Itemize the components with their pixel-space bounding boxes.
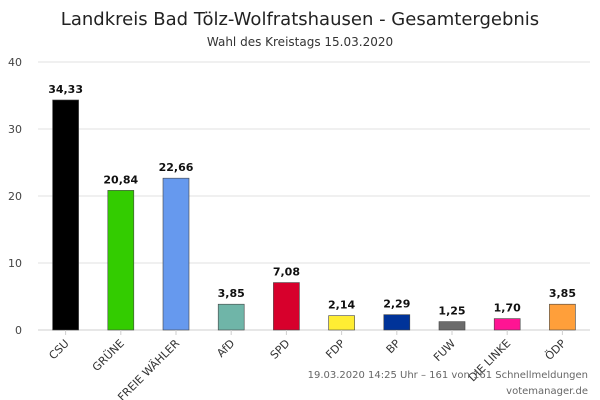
value-label: 7,08 — [273, 266, 300, 279]
bar — [383, 314, 411, 331]
y-tick-label: 30 — [8, 123, 22, 136]
value-label: 3,85 — [549, 287, 576, 300]
value-label: 1,70 — [494, 302, 521, 315]
bar — [438, 321, 466, 331]
bar — [217, 303, 245, 331]
category-label: BP — [384, 337, 403, 356]
bar — [162, 177, 190, 331]
value-label: 3,85 — [218, 287, 245, 300]
value-label: 22,66 — [159, 161, 194, 174]
bar — [273, 282, 300, 331]
category-label: GRÜNE — [90, 337, 127, 374]
bar — [328, 315, 355, 331]
chart-title: Landkreis Bad Tölz-Wolfratshausen - Gesa… — [61, 9, 539, 30]
status-text: 19.03.2020 14:25 Uhr – 161 von 161 Schne… — [308, 370, 588, 381]
value-label: 2,29 — [383, 298, 410, 311]
bar — [549, 303, 576, 331]
chart-subtitle: Wahl des Kreistags 15.03.2020 — [207, 35, 393, 49]
category-label: CSU — [46, 337, 71, 362]
y-tick-label: 0 — [15, 324, 22, 337]
category-label: FDP — [323, 337, 348, 362]
category-label: SPD — [268, 337, 293, 362]
value-labels: 34,33 20,84 22,66 3,85 7,08 2,14 2,29 1,25 1,70 3… — [48, 83, 576, 318]
source-credit: votemanager.de — [506, 386, 588, 397]
bar — [493, 318, 521, 331]
category-label: ÖDP — [543, 337, 569, 363]
y-tick-label: 10 — [8, 257, 22, 270]
bars — [52, 99, 576, 331]
y-axis: 0 10 20 30 40 — [8, 56, 22, 337]
value-label: 34,33 — [48, 83, 83, 96]
category-label: FUW — [431, 337, 458, 364]
y-tick-label: 20 — [8, 190, 22, 203]
y-tick-label: 40 — [8, 56, 22, 69]
bar — [107, 190, 135, 331]
value-label: 2,14 — [328, 299, 355, 312]
value-label: 20,84 — [103, 173, 138, 186]
bar — [52, 99, 79, 331]
value-label: 1,25 — [438, 305, 465, 318]
category-label: AfD — [214, 337, 237, 360]
